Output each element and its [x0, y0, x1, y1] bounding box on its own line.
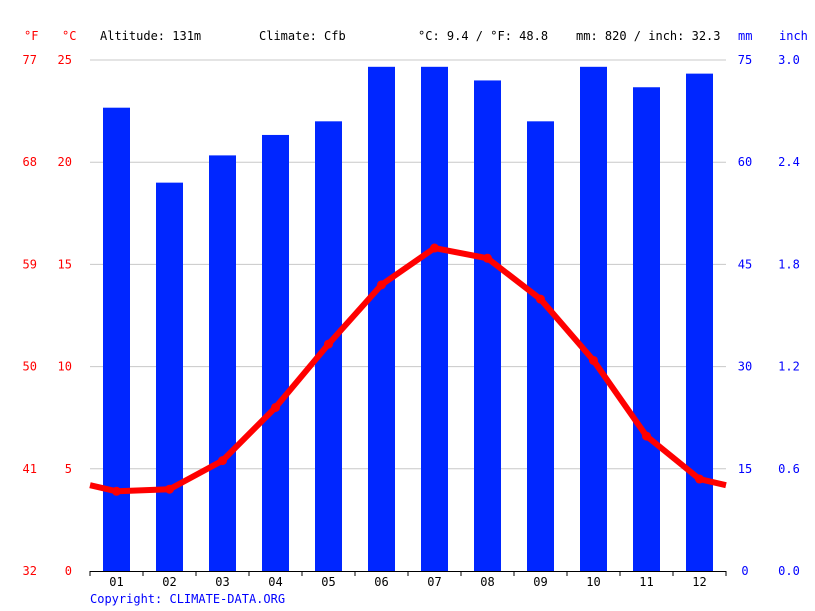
temperature-point [165, 484, 174, 494]
fahrenheit-tick-label: 32 [23, 564, 37, 578]
month-label: 07 [427, 575, 441, 589]
temperature-point [642, 431, 651, 441]
month-label: 09 [533, 575, 547, 589]
celsius-tick-label: 15 [58, 257, 72, 271]
chart-header: °F °C Altitude: 131m Climate: Cfb °C: 9.… [24, 29, 808, 43]
celsius-tick-label: 10 [58, 360, 72, 374]
fahrenheit-tick-label: 77 [23, 53, 37, 67]
temperature-point [324, 339, 333, 349]
mm-tick-label: 0 [741, 564, 748, 578]
inch-tick-label: 1.8 [778, 257, 800, 271]
precipitation-bar [474, 80, 501, 571]
precipitation-bar [421, 66, 448, 572]
unit-celsius-label: °C [62, 29, 76, 43]
inch-axis: 0.0 0.6 1.2 1.8 2.4 3.0 [778, 53, 800, 578]
temperature-point [536, 294, 545, 304]
temperature-line [89, 245, 727, 495]
precipitation-bar [686, 73, 713, 572]
temperature-point [483, 253, 492, 263]
mm-tick-label: 60 [738, 155, 752, 169]
inch-tick-label: 1.2 [778, 360, 800, 374]
inch-tick-label: 3.0 [778, 53, 800, 67]
x-axis [89, 571, 727, 576]
month-label: 03 [215, 575, 229, 589]
mm-tick-label: 15 [738, 462, 752, 476]
celsius-tick-label: 25 [58, 53, 72, 67]
celsius-axis: 0 5 10 15 20 25 [58, 53, 72, 578]
month-labels: 01 02 03 04 05 06 07 08 09 10 11 12 [109, 575, 706, 589]
precipitation-total-label: mm: 820 / inch: 32.3 [576, 29, 721, 43]
unit-mm-label: mm [738, 29, 752, 43]
precipitation-bar [527, 121, 554, 571]
month-label: 10 [586, 575, 600, 589]
unit-inch-label: inch [779, 29, 808, 43]
mm-tick-label: 75 [738, 53, 752, 67]
copyright-label: Copyright: CLIMATE-DATA.ORG [90, 592, 285, 606]
temperature-point [218, 456, 227, 466]
altitude-label: Altitude: 131m [100, 29, 201, 43]
precipitation-bar [580, 66, 607, 572]
precipitation-bar [156, 182, 183, 571]
inch-tick-label: 0.6 [778, 462, 800, 476]
mm-axis: 0 15 30 45 60 75 [738, 53, 752, 578]
temperature-point [377, 280, 386, 290]
month-label: 06 [374, 575, 388, 589]
temperature-average-label: °C: 9.4 / °F: 48.8 [418, 29, 548, 43]
fahrenheit-tick-label: 68 [23, 155, 37, 169]
celsius-tick-label: 20 [58, 155, 72, 169]
month-label: 08 [480, 575, 494, 589]
month-label: 12 [692, 575, 706, 589]
precipitation-bar [368, 66, 395, 572]
fahrenheit-tick-label: 41 [23, 462, 37, 476]
fahrenheit-axis: 32 41 50 59 68 77 [23, 53, 37, 578]
month-label: 11 [639, 575, 653, 589]
temperature-line-group [89, 243, 727, 496]
inch-tick-label: 2.4 [778, 155, 800, 169]
precipitation-bar [633, 87, 660, 572]
precipitation-bars [103, 66, 713, 572]
fahrenheit-tick-label: 50 [23, 360, 37, 374]
fahrenheit-tick-label: 59 [23, 257, 37, 271]
temperature-point [695, 474, 704, 484]
celsius-tick-label: 0 [65, 564, 72, 578]
inch-tick-label: 0.0 [778, 564, 800, 578]
month-label: 05 [321, 575, 335, 589]
temperature-point [271, 402, 280, 412]
month-label: 01 [109, 575, 123, 589]
temperature-point [112, 486, 121, 496]
climate-label: Climate: Cfb [259, 29, 346, 43]
precipitation-bar [103, 107, 130, 572]
unit-fahrenheit-label: °F [24, 29, 38, 43]
month-label: 04 [268, 575, 282, 589]
celsius-tick-label: 5 [65, 462, 72, 476]
precipitation-bar [262, 134, 289, 572]
mm-tick-label: 30 [738, 360, 752, 374]
month-label: 02 [162, 575, 176, 589]
precipitation-bar [209, 155, 236, 572]
mm-tick-label: 45 [738, 257, 752, 271]
temperature-point [589, 355, 598, 365]
temperature-point [430, 243, 439, 253]
